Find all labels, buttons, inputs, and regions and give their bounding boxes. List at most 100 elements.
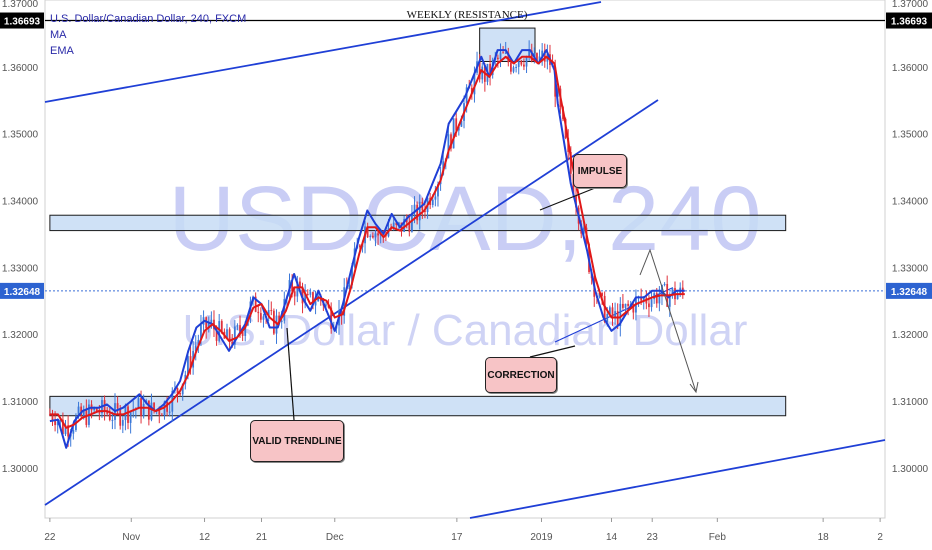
candle-body [301, 286, 304, 304]
candle-body [512, 67, 515, 72]
candle-body [431, 199, 434, 205]
candle-body [166, 401, 168, 412]
candle-body [650, 299, 653, 308]
candle-body [340, 310, 343, 316]
candle-body [176, 388, 179, 394]
x-axis: 22 Nov 12 21 Dec 17 2019 14 23 Feb 18 2 [44, 518, 883, 543]
candle-body [142, 403, 145, 417]
candle-body [189, 356, 192, 368]
valid-trendline-callout[interactable]: VALID TRENDLINE [250, 420, 344, 462]
plot-area [44, 0, 886, 519]
candle-body [408, 222, 411, 232]
candle-body [233, 326, 236, 345]
candle-body [197, 340, 200, 346]
candle-body [538, 56, 541, 63]
candle-body [457, 126, 460, 131]
candle-body [515, 66, 518, 68]
y-tick-left: 1.30000 [2, 464, 39, 475]
correction-callout[interactable]: CORRECTION [485, 357, 557, 393]
price-badge-right [886, 12, 932, 29]
candle-body [504, 52, 507, 54]
x-tick-label: 18 [818, 532, 830, 543]
candle-body [489, 63, 491, 75]
candle-body [543, 50, 546, 62]
candle-body [291, 280, 294, 292]
candle-body [606, 313, 609, 322]
impulse-label: IMPULSE [577, 165, 623, 177]
candle-body [351, 266, 353, 286]
candle-body [411, 213, 413, 232]
candle-body [525, 56, 528, 67]
candle-body [395, 222, 398, 225]
candle-body [194, 345, 197, 351]
candle-body [257, 311, 260, 314]
x-tick-label: 17 [451, 532, 463, 543]
candle-body [556, 88, 559, 97]
projection-path [639, 248, 697, 393]
candle-body [158, 409, 161, 415]
candle-body [668, 295, 671, 307]
candle-body [259, 313, 262, 320]
candle-body [622, 303, 624, 308]
candle-body [137, 398, 140, 409]
candle-body [181, 383, 184, 395]
candle-body [275, 315, 278, 334]
candle-body [220, 321, 223, 332]
ma-legend-label[interactable]: MA [50, 29, 67, 41]
candle-body [168, 411, 171, 413]
candle-body [54, 420, 56, 426]
candle-body [648, 303, 650, 308]
ema-legend-label[interactable]: EMA [50, 45, 74, 57]
candle-body [278, 315, 280, 323]
weekly-resistance-label: WEEKLY (RESISTANCE) [407, 9, 528, 21]
candle-body [129, 411, 132, 423]
trendline-1 [44, 99, 659, 506]
candle-body [582, 227, 585, 234]
candle-body [517, 60, 520, 67]
candle-body [108, 413, 111, 420]
y-tick-left: 1.32000 [2, 330, 39, 341]
candle-body [400, 222, 403, 232]
candle-body [236, 325, 239, 327]
candle-body [348, 285, 351, 289]
candle-body [153, 402, 155, 411]
x-tick-label: Dec [326, 532, 344, 543]
candle-body [661, 285, 663, 297]
candle-body [603, 295, 606, 322]
candle-body [499, 52, 502, 60]
correction-pointer [529, 345, 576, 358]
candle-body [398, 222, 400, 225]
x-tick-label: 22 [44, 532, 56, 543]
y-tick-right: 1.33000 [892, 263, 929, 274]
impulse-callout[interactable]: IMPULSE [573, 154, 627, 188]
candle-body [627, 303, 630, 306]
candle-body [632, 304, 635, 313]
candle-body [160, 414, 163, 416]
candle-body [658, 296, 661, 304]
candle-body [523, 64, 525, 67]
y-axis: 1.30000 1.30000 1.31000 1.31000 1.32000 1.320… [2, 0, 929, 475]
x-tick-label: 14 [606, 532, 618, 543]
candle-body [569, 151, 572, 174]
candle-body [121, 420, 124, 426]
candle-body [598, 292, 601, 297]
candle-body [640, 297, 643, 301]
x-tick-label: 2 [877, 532, 883, 543]
candle-body [530, 50, 533, 61]
candle-body [418, 201, 421, 221]
candle-body [296, 281, 299, 297]
candle-body [207, 323, 210, 329]
candle-body [601, 292, 603, 296]
candle-body [424, 210, 426, 213]
candle-body [82, 409, 85, 416]
candle-body [306, 293, 309, 295]
candle-body [304, 293, 307, 304]
candle-body [226, 329, 228, 339]
candle-body [507, 52, 510, 63]
y-tick-right: 1.34000 [892, 197, 929, 208]
candle-body [671, 288, 674, 296]
candle-body [98, 412, 101, 414]
